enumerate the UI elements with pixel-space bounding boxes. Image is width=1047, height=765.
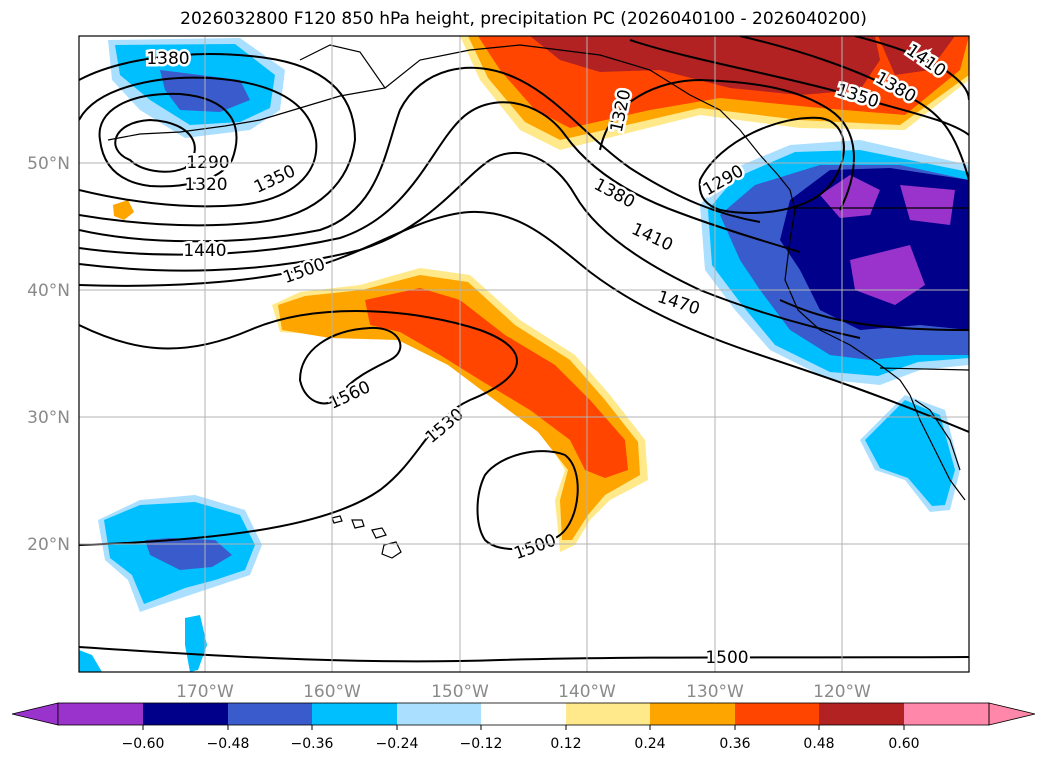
border-us-mexico bbox=[879, 367, 969, 371]
shade-sw-bottom bbox=[79, 650, 102, 672]
shade-west-purple-1 bbox=[820, 175, 880, 218]
shade-sw-small bbox=[185, 615, 207, 672]
height-contours bbox=[79, 36, 969, 663]
contour-1530 bbox=[79, 310, 518, 546]
colorbar-tick-label: 0.48 bbox=[803, 736, 834, 752]
colorbar-tick-label: 0.24 bbox=[634, 736, 665, 752]
colorbar-tick-label: −0.48 bbox=[207, 736, 250, 752]
colorbar-segment bbox=[58, 703, 143, 725]
contour-1320-west bbox=[599, 78, 855, 211]
latitude-labels: 50°N 40°N 30°N 20°N bbox=[27, 154, 70, 555]
colorbar-segment bbox=[735, 703, 819, 725]
colorbar-tick-label: −0.36 bbox=[291, 736, 334, 752]
colorbar-segment bbox=[566, 703, 650, 725]
contour-1410 bbox=[79, 66, 761, 243]
colorbar-ticks bbox=[142, 725, 905, 730]
colorbar-tick-label: 0.12 bbox=[550, 736, 581, 752]
colorbar-segment bbox=[904, 703, 989, 725]
lat-label: 40°N bbox=[27, 281, 70, 301]
colorbar-extend-low bbox=[11, 702, 59, 726]
colorbar-segment bbox=[481, 703, 566, 725]
colorbar-segment bbox=[650, 703, 735, 725]
island-kauai bbox=[331, 515, 343, 524]
shade-plume-orangered bbox=[365, 288, 628, 478]
island-big bbox=[381, 541, 402, 559]
contour-1500-south bbox=[476, 450, 579, 551]
contour-1380-east bbox=[739, 36, 969, 181]
contour-label: 1500 bbox=[705, 648, 748, 668]
colorbar-extend-high bbox=[988, 702, 1036, 726]
map-plot-area: 1380 1290 1320 1350 1440 1500 1560 1530 … bbox=[79, 36, 969, 672]
colorbar-tick-label: 0.60 bbox=[888, 736, 919, 752]
colorbar-segment bbox=[819, 703, 904, 725]
island-oahu bbox=[351, 519, 365, 529]
lon-label: 120°W bbox=[813, 682, 871, 702]
contour-label: 1380 bbox=[146, 49, 189, 69]
contour-1290-low bbox=[114, 118, 196, 173]
contour-1470 bbox=[79, 151, 861, 339]
colorbar-segment bbox=[397, 703, 481, 725]
map-title: 2026032800 F120 850 hPa height, precipit… bbox=[180, 9, 867, 29]
lon-label: 160°W bbox=[303, 682, 361, 702]
lon-label: 150°W bbox=[431, 682, 489, 702]
contour-1350-east bbox=[629, 39, 969, 136]
longitude-labels: 170°W 160°W 150°W 140°W 130°W 120°W bbox=[176, 682, 871, 702]
shade-sw-royal bbox=[145, 538, 232, 570]
shade-baja-sky bbox=[865, 400, 955, 506]
coastline-gulf-california bbox=[914, 399, 961, 471]
colorbar-segment bbox=[143, 703, 228, 725]
contour-west-outer bbox=[779, 299, 969, 331]
colorbar-segment bbox=[312, 703, 397, 725]
coastline-west-us bbox=[784, 209, 911, 396]
contour-1440 bbox=[79, 101, 801, 256]
map-frame bbox=[78, 35, 970, 673]
lon-label: 170°W bbox=[176, 682, 234, 702]
contour-1500-north bbox=[79, 210, 969, 433]
contour-1320-low bbox=[98, 92, 238, 188]
colorbar: −0.60 −0.48 −0.36 −0.24 −0.12 0.12 0.24 … bbox=[11, 702, 1036, 752]
lat-label: 50°N bbox=[27, 154, 70, 174]
lon-label: 130°W bbox=[686, 682, 744, 702]
colorbar-frame bbox=[57, 702, 990, 726]
colorbar-tick-label: −0.60 bbox=[122, 736, 165, 752]
lat-label: 20°N bbox=[27, 535, 70, 555]
lat-label: 30°N bbox=[27, 408, 70, 428]
shade-small-orange bbox=[113, 200, 134, 220]
hawaii-islands bbox=[331, 515, 402, 559]
colorbar-tick-label: 0.36 bbox=[719, 736, 750, 752]
contour-1410-east bbox=[854, 36, 969, 101]
lon-label: 140°W bbox=[558, 682, 616, 702]
shade-west-purple-2 bbox=[900, 185, 955, 225]
colorbar-segment bbox=[228, 703, 312, 725]
gridlines bbox=[79, 36, 969, 672]
contour-label: 1320 bbox=[184, 175, 227, 195]
coastline-bc bbox=[759, 154, 796, 211]
colorbar-tick-label: −0.24 bbox=[376, 736, 419, 752]
contour-1380 bbox=[79, 53, 357, 227]
contour-1290-west bbox=[698, 116, 845, 214]
contour-1560 bbox=[298, 326, 402, 405]
coastline-gulf-alaska bbox=[384, 44, 761, 156]
contour-1350-low bbox=[79, 76, 318, 208]
island-maui bbox=[371, 527, 387, 539]
colorbar-tick-label: −0.12 bbox=[460, 736, 503, 752]
